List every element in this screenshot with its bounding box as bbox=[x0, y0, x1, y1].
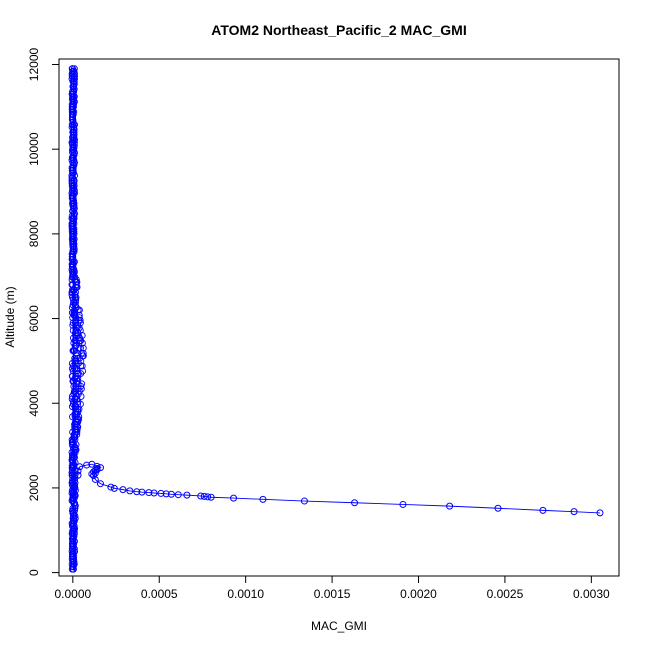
data-point bbox=[204, 493, 212, 501]
series-line bbox=[77, 463, 601, 514]
data-point bbox=[259, 495, 267, 503]
data-point bbox=[446, 502, 454, 510]
series-0 bbox=[74, 460, 604, 517]
data-point bbox=[157, 489, 165, 497]
data-point bbox=[596, 509, 604, 517]
data-point bbox=[74, 471, 82, 479]
y-tick-label: 8000 bbox=[27, 220, 41, 247]
data-point bbox=[69, 93, 77, 101]
x-axis-label: MAC_GMI bbox=[311, 619, 367, 633]
data-point bbox=[494, 504, 502, 512]
data-point bbox=[174, 491, 182, 499]
y-axis: 0 2000 4000 6000 8000 10000 12000 bbox=[27, 47, 60, 576]
plot-area bbox=[68, 65, 604, 573]
data-point bbox=[145, 489, 153, 497]
data-point bbox=[69, 116, 77, 123]
x-tick-label: 0.0030 bbox=[573, 587, 610, 601]
data-point bbox=[76, 463, 84, 471]
data-point bbox=[96, 464, 104, 472]
data-point bbox=[107, 483, 115, 491]
y-axis-label: Altitude (m) bbox=[3, 286, 17, 347]
data-point bbox=[96, 480, 104, 488]
data-point bbox=[71, 504, 79, 512]
x-tick-label: 0.0020 bbox=[400, 587, 437, 601]
y-tick-label: 2000 bbox=[27, 474, 41, 501]
data-point bbox=[93, 464, 101, 472]
y-tick-label: 12000 bbox=[27, 47, 41, 81]
data-point bbox=[79, 344, 87, 352]
data-point bbox=[539, 506, 547, 514]
y-tick-label: 0 bbox=[27, 569, 41, 576]
data-point bbox=[162, 490, 170, 498]
y-tick-label: 10000 bbox=[27, 132, 41, 166]
data-point bbox=[77, 385, 85, 393]
data-point bbox=[300, 497, 308, 505]
data-point bbox=[200, 492, 208, 500]
x-tick-label: 0.0010 bbox=[227, 587, 264, 601]
y-tick-label: 4000 bbox=[27, 390, 41, 417]
data-point bbox=[167, 490, 175, 498]
data-point bbox=[69, 65, 76, 73]
data-point bbox=[207, 493, 215, 501]
data-point bbox=[230, 494, 238, 502]
y-tick-label: 6000 bbox=[27, 305, 41, 332]
data-point bbox=[110, 484, 118, 492]
plot-frame bbox=[58, 58, 620, 577]
data-point bbox=[126, 487, 134, 495]
x-axis: 0.0000 0.0005 0.0010 0.0015 0.0020 0.0025 0.00… bbox=[54, 575, 610, 601]
data-point bbox=[183, 491, 191, 499]
data-point bbox=[119, 486, 127, 494]
chart-title: ATOM2 Northeast_Pacific_2 MAC_GMI bbox=[211, 22, 466, 38]
data-point bbox=[197, 492, 205, 500]
data-point bbox=[138, 488, 146, 496]
data-point bbox=[68, 255, 76, 263]
data-point bbox=[91, 469, 99, 477]
x-tick-label: 0.0015 bbox=[314, 587, 351, 601]
data-point bbox=[74, 467, 82, 475]
dense-profile bbox=[68, 65, 87, 573]
x-tick-label: 0.0005 bbox=[141, 587, 178, 601]
data-point bbox=[133, 488, 141, 496]
x-tick-label: 0.0025 bbox=[487, 587, 524, 601]
data-point bbox=[83, 461, 91, 469]
data-point bbox=[88, 460, 96, 468]
x-tick-label: 0.0000 bbox=[54, 587, 91, 601]
data-point bbox=[351, 499, 359, 507]
data-point bbox=[570, 508, 578, 516]
data-point bbox=[150, 489, 158, 497]
data-point bbox=[399, 500, 407, 508]
